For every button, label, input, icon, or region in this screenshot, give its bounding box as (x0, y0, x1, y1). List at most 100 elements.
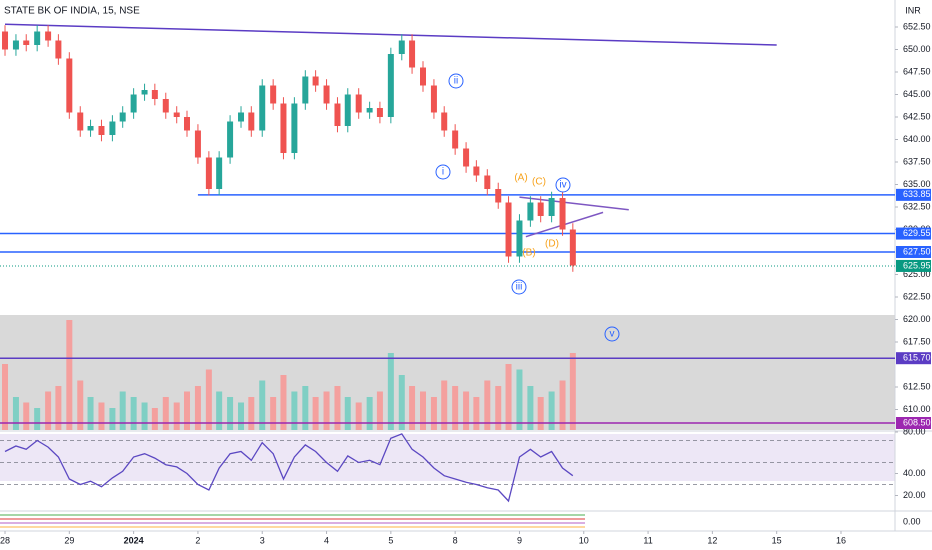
volume-bar (130, 397, 137, 430)
volume-bar (312, 397, 319, 430)
volume-bar (270, 397, 277, 430)
price-label-box (896, 417, 931, 429)
x-tick-label: 9 (517, 535, 522, 545)
candle-body (280, 103, 287, 153)
price-label: 633.85 (903, 189, 931, 199)
candle-body (355, 94, 362, 113)
y-tick-label: 647.50 (903, 66, 931, 76)
candle-body (312, 76, 319, 86)
volume-bar (398, 375, 405, 430)
candle-body (66, 58, 73, 113)
x-tick-label: 5 (388, 535, 393, 545)
y-tick-label: 645.00 (903, 89, 931, 99)
volume-bar (419, 391, 426, 430)
candle-body (505, 202, 512, 257)
x-tick-label: 3 (260, 535, 265, 545)
y-tick-label: 610.00 (903, 404, 931, 414)
wave-label: v (610, 329, 615, 340)
volume-bar (77, 380, 84, 430)
volume-bar (537, 397, 544, 430)
volume-bar (473, 397, 480, 430)
y-tick-label: 620.00 (903, 314, 931, 324)
volume-bar (98, 402, 105, 430)
x-tick-label: 15 (772, 535, 782, 545)
rsi-tick-label: 40.00 (903, 468, 926, 478)
wave-circle (448, 73, 464, 89)
candle-body (323, 85, 330, 104)
wave-circle (435, 164, 451, 180)
rsi-tick-label: 20.00 (903, 490, 926, 500)
rsi-band (0, 434, 895, 481)
candle-body (55, 40, 62, 59)
volume-bar (484, 380, 491, 430)
osc-tick-label: 0.00 (903, 516, 921, 526)
wave-label: (C) (532, 177, 546, 188)
candle-body (259, 85, 266, 131)
volume-bar (87, 397, 94, 430)
rsi-tick-label: 80.00 (903, 426, 926, 436)
volume-bar (548, 391, 555, 430)
volume-bar (463, 391, 470, 430)
wave-label: (A) (514, 173, 527, 184)
rsi-line (4, 433, 574, 503)
candle-body (366, 108, 373, 113)
x-tick-label: 2024 (124, 535, 144, 545)
candle-body (141, 90, 148, 95)
candle-body (473, 166, 480, 176)
candle-body (109, 121, 116, 135)
candle-body (87, 126, 94, 131)
volume-bar (409, 386, 416, 430)
currency: INR (905, 5, 921, 15)
x-tick-label: 29 (64, 535, 74, 545)
candle-body (387, 54, 394, 117)
candle-body (183, 117, 190, 131)
candle-body (376, 108, 383, 117)
candle-body (398, 40, 405, 54)
volume-bar (559, 380, 566, 430)
candle-body (463, 148, 470, 167)
volume-bar (516, 369, 523, 430)
x-tick-label: 16 (836, 535, 846, 545)
wave-circle (604, 326, 620, 342)
price-label: 615.70 (903, 353, 931, 363)
candle-body (2, 31, 9, 50)
trendline (4, 23, 777, 46)
x-tick-label: 4 (324, 535, 329, 545)
volume-bar (355, 402, 362, 430)
candle-body (205, 157, 212, 189)
candle-body (441, 112, 448, 131)
volume-bar (227, 397, 234, 430)
volume-bar (173, 402, 180, 430)
volume-pane (0, 315, 895, 430)
volume-bar (183, 391, 190, 430)
wave-label: (B) (522, 248, 535, 259)
candle-body (495, 189, 502, 203)
volume-bar (452, 386, 459, 430)
volume-bar (23, 402, 30, 430)
volume-bar (259, 380, 266, 430)
volume-bar (205, 369, 212, 430)
wave-label: ii (454, 76, 458, 87)
candle-body (216, 157, 223, 189)
price-label: 608.50 (903, 417, 931, 427)
volume-bar (569, 353, 576, 430)
volume-bar (376, 391, 383, 430)
chart-title: STATE BK OF INDIA, 15, NSE (4, 6, 140, 17)
volume-bar (248, 397, 255, 430)
volume-bar (323, 391, 330, 430)
volume-bar (527, 386, 534, 430)
volume-bar (109, 408, 116, 430)
volume-bar (119, 391, 126, 430)
candle-body (45, 31, 52, 41)
volume-bar (387, 353, 394, 430)
candle-body (98, 126, 105, 135)
volume-bar (45, 391, 52, 430)
x-tick-label: 10 (579, 535, 589, 545)
candle-body (430, 85, 437, 113)
y-tick-label: 650.00 (903, 44, 931, 54)
candle-body (537, 202, 544, 216)
candle-body (452, 130, 459, 149)
price-label-box (896, 246, 931, 258)
price-label-box (896, 227, 931, 240)
volume-bar (430, 397, 437, 430)
